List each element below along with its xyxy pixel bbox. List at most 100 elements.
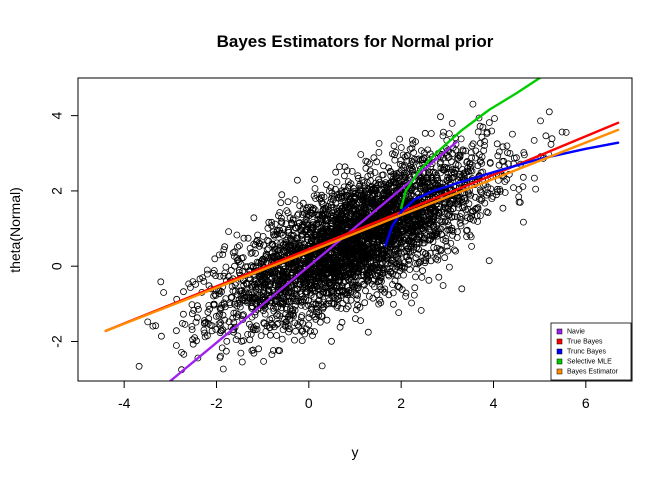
scatter-point (411, 284, 419, 292)
scatter-point (249, 303, 256, 310)
scatter-point (307, 289, 315, 297)
scatter-point (328, 287, 336, 295)
scatter-point (232, 336, 240, 344)
scatter-point (418, 273, 426, 281)
series-line (169, 140, 458, 381)
scatter-point (407, 161, 415, 169)
scatter-point (344, 302, 352, 310)
scatter-point (387, 267, 395, 275)
scatter-point (326, 281, 334, 289)
scatter-point (396, 263, 404, 271)
scatter-point (321, 284, 329, 292)
scatter-point (406, 227, 414, 235)
scatter-point (318, 301, 326, 309)
scatter-point (388, 150, 396, 158)
scatter-point (426, 208, 434, 216)
scatter-point (296, 259, 304, 267)
scatter-point (410, 149, 418, 157)
scatter-point (396, 160, 404, 168)
scatter-point (180, 350, 188, 358)
scatter-point (429, 178, 437, 186)
scatter-point (477, 156, 484, 164)
scatter-point (422, 175, 430, 183)
x-axis: -4 -2 0 2 4 6 (118, 380, 590, 411)
scatter-point (373, 291, 381, 299)
scatter-point (232, 309, 240, 317)
scatter-point (219, 311, 227, 319)
scatter-point (306, 271, 313, 279)
scatter-point (227, 266, 235, 274)
scatter-point (521, 151, 528, 159)
scatter-point (250, 293, 258, 301)
scatter-point (360, 194, 368, 202)
scatter-point (211, 255, 219, 263)
scatter-point (268, 314, 276, 322)
scatter-point (263, 252, 271, 259)
scatter-point (471, 193, 479, 201)
scatter-point (406, 221, 414, 229)
scatter-point (297, 301, 305, 309)
scatter-point (421, 220, 429, 228)
scatter-point (354, 239, 362, 247)
scatter-point (329, 196, 337, 204)
scatter-point (314, 274, 322, 282)
scatter-point (395, 258, 403, 266)
scatter-point (350, 217, 358, 225)
scatter-point (292, 224, 300, 232)
scatter-point (462, 206, 470, 214)
scatter-point (408, 144, 416, 152)
scatter-point (520, 218, 527, 226)
scatter-point (481, 137, 489, 145)
scatter-point (239, 337, 247, 345)
scatter-point (230, 309, 238, 317)
scatter-point (188, 322, 196, 330)
series-line (104, 128, 620, 333)
scatter-point (321, 227, 329, 235)
scatter-point (265, 282, 273, 290)
scatter-point (252, 241, 259, 249)
scatter-point (319, 290, 327, 298)
scatter-point (397, 144, 405, 151)
scatter-point (396, 267, 404, 275)
scatter-point (375, 139, 383, 147)
scatter-point (359, 207, 367, 215)
scatter-point (202, 318, 210, 326)
scatter-point (349, 245, 357, 253)
scatter-point (339, 299, 347, 307)
scatter-point (273, 276, 281, 283)
scatter-point (218, 344, 226, 352)
scatter-point (144, 318, 152, 326)
scatter-point (338, 243, 346, 251)
scatter-point (279, 315, 287, 323)
scatter-point (292, 290, 300, 298)
scatter-point (349, 189, 357, 197)
scatter-point (178, 319, 186, 327)
scatter-point (244, 234, 252, 242)
scatter-point (468, 142, 476, 150)
scatter-point (234, 332, 242, 340)
scatter-point (443, 165, 451, 173)
scatter-point (332, 168, 340, 176)
scatter-point (288, 237, 296, 245)
scatter-point (227, 293, 235, 301)
scatter-point (494, 188, 501, 196)
scatter-point (429, 218, 437, 226)
scatter-point (269, 286, 277, 294)
scatter-point (485, 257, 493, 265)
scatter-point (397, 243, 405, 251)
scatter-point (212, 272, 220, 280)
scatter-point (290, 241, 298, 249)
scatter-point (466, 215, 474, 222)
scatter-point (359, 252, 367, 260)
scatter-point (450, 196, 458, 204)
scatter-point (519, 173, 527, 181)
scatter-point (393, 170, 401, 177)
scatter-point (270, 272, 278, 280)
scatter-point (408, 136, 416, 144)
scatter-point (215, 320, 223, 328)
scatter-point (458, 285, 466, 293)
scatter-point (363, 247, 370, 254)
y-tick-label: 2 (49, 187, 65, 195)
scatter-point (379, 268, 387, 276)
scatter-point (399, 225, 407, 232)
